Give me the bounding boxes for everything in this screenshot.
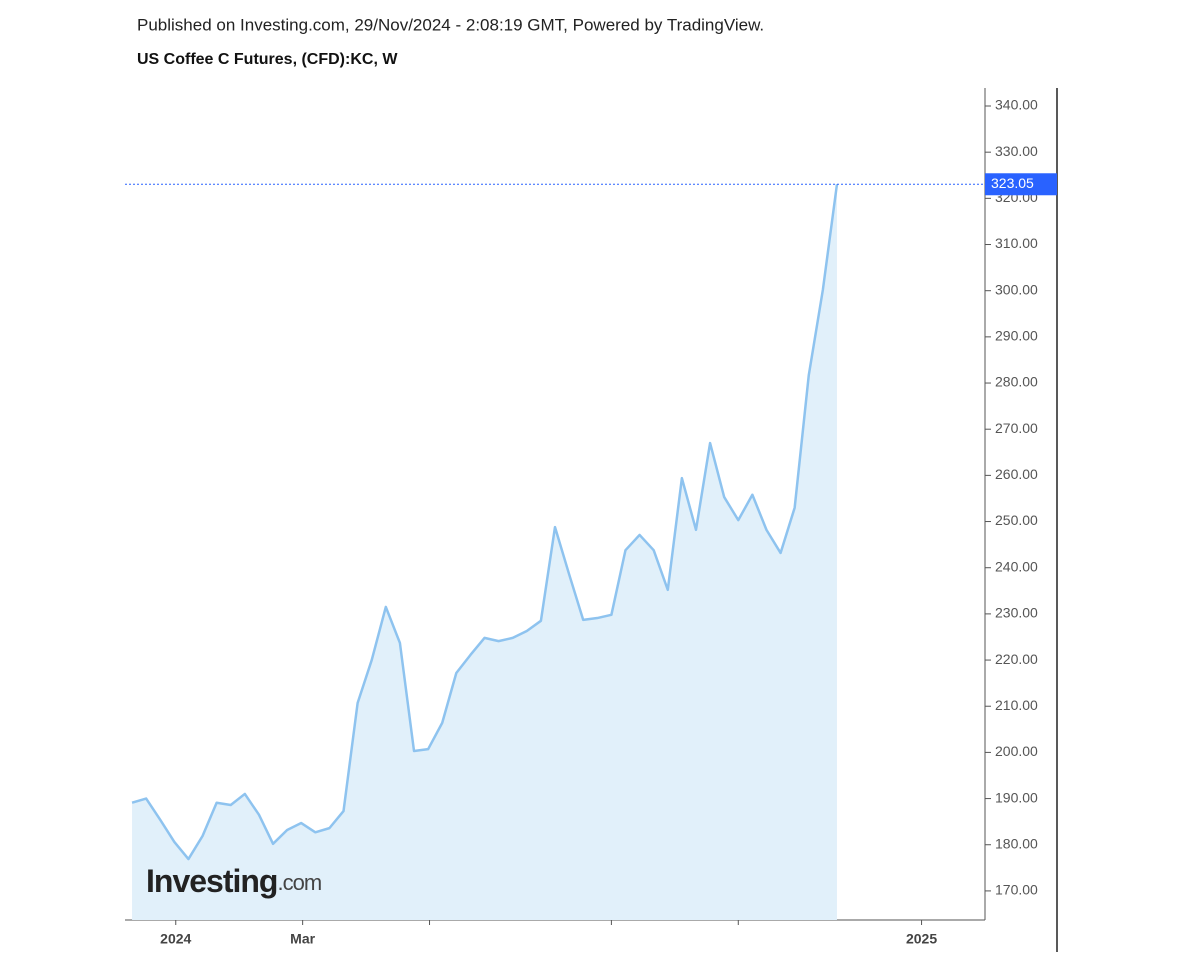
y-tick-label: 220.00: [995, 651, 1038, 667]
y-tick-label: 210.00: [995, 697, 1038, 713]
chart-title: US Coffee C Futures, (CFD):KC, W: [137, 51, 398, 68]
y-tick-label: 230.00: [995, 605, 1038, 621]
area-fill: [132, 184, 837, 921]
logo-main: Investing: [146, 863, 277, 899]
y-tick-label: 300.00: [995, 281, 1038, 297]
last-price-box: [985, 173, 1057, 196]
y-tick-label: 290.00: [995, 328, 1038, 344]
x-tick-label: 2025: [906, 931, 937, 947]
x-tick-label: Mar: [290, 931, 315, 947]
y-tick-label: 180.00: [995, 835, 1038, 851]
y-tick-label: 260.00: [995, 466, 1038, 482]
y-tick-label: 280.00: [995, 374, 1038, 390]
price-line: [131, 184, 839, 861]
y-tick-label: 170.00: [995, 882, 1038, 898]
last-price-label: 323.05: [991, 175, 1034, 191]
plot: 170.00 180.00 190.00 200.00 210.00 220.00 230.…: [125, 97, 1057, 947]
logo-suffix: .com: [277, 870, 321, 895]
published-note: Published on Investing.com, 29/Nov/2024 …: [137, 15, 764, 34]
y-tick-label: 200.00: [995, 743, 1038, 759]
y-tick-label: 270.00: [995, 420, 1038, 436]
y-tick-label: 310.00: [995, 235, 1038, 251]
logo: Investing.com: [146, 863, 321, 899]
y-tick-label: 330.00: [995, 143, 1038, 159]
x-tick-label: 2024: [160, 931, 191, 947]
y-tick-label: 190.00: [995, 789, 1038, 805]
y-tick-label: 240.00: [995, 558, 1038, 574]
y-tick-label: 250.00: [995, 512, 1038, 528]
y-tick-label: 340.00: [995, 97, 1038, 113]
